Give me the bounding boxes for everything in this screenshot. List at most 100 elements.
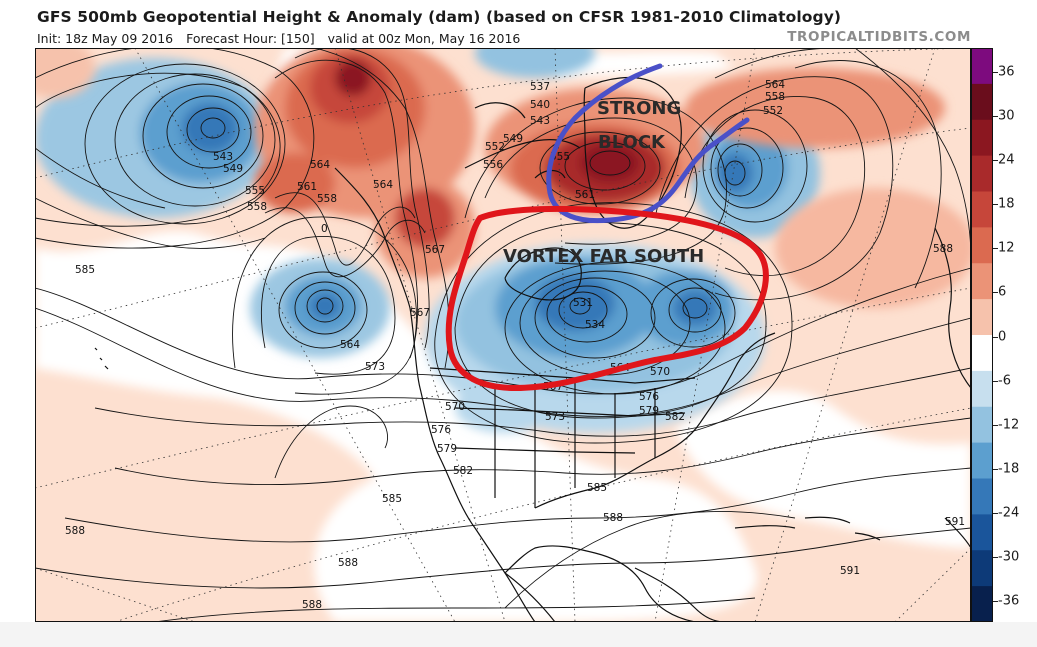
annotation-text: STRONG BLOCK VORTEX FAR SOUTH xyxy=(503,98,704,267)
colorbar-swatch xyxy=(971,263,993,300)
contour-label: 561 xyxy=(297,181,317,193)
contour-label: 552 xyxy=(763,105,783,117)
contour-label: 585 xyxy=(382,493,402,505)
map-panel: 537 540 543 543 549 549 552 552 555 555 … xyxy=(35,48,971,622)
colorbar-tick-label: -12 xyxy=(998,417,1020,433)
contour-label: 570 xyxy=(650,366,670,378)
contour-label: 585 xyxy=(75,264,95,276)
colorbar-tick-label: -6 xyxy=(998,373,1011,389)
vortex-label: VORTEX FAR SOUTH xyxy=(503,246,704,267)
contour-label: 573 xyxy=(365,361,385,373)
colorbar-tick xyxy=(993,72,998,73)
neutral-anomaly-areas xyxy=(35,48,971,622)
chart-subtitle: Init: 18z May 09 2016 Forecast Hour: [15… xyxy=(37,31,529,46)
valid-time: valid at 00z Mon, May 16 2016 xyxy=(327,31,521,46)
contour-label: 534 xyxy=(585,319,605,331)
contour-label: 543 xyxy=(530,115,550,127)
block-label-line2: BLOCK xyxy=(598,132,666,153)
contour-label: 573 xyxy=(545,411,565,423)
contour-label: 564 xyxy=(765,79,785,91)
colorbar-tick xyxy=(993,292,998,294)
colorbar-swatch xyxy=(971,335,993,372)
contour-label: 582 xyxy=(665,411,685,423)
contour-label: 558 xyxy=(765,91,785,103)
contour-label: 561 xyxy=(575,189,595,201)
colorbar-tick xyxy=(993,160,998,162)
contour-label: 567 xyxy=(425,244,445,256)
colorbar-tick xyxy=(993,556,998,558)
contour-label: 549 xyxy=(503,133,523,145)
colorbar-tick-label: -24 xyxy=(998,505,1020,521)
colorbar-tick-label: 6 xyxy=(998,284,1007,300)
colorbar-tick-label: 0 xyxy=(998,329,1007,344)
contour-label: 570 xyxy=(445,401,465,413)
contour-label: 588 xyxy=(603,512,623,524)
contour-label: 558 xyxy=(317,193,337,205)
colorbar-swatch xyxy=(971,442,993,479)
colorbar-border xyxy=(971,48,993,622)
block-label-line1: STRONG xyxy=(597,98,681,119)
contour-label: 588 xyxy=(302,599,322,611)
colorbar-tick xyxy=(993,336,998,338)
contour-label: 576 xyxy=(431,424,451,436)
colorbar-swatch xyxy=(971,406,993,444)
colorbar-tick-label: 24 xyxy=(998,152,1015,168)
colorbar-tick-label: -36 xyxy=(998,593,1020,609)
contour-label: 0 xyxy=(321,223,328,235)
contour-label: 564 xyxy=(340,339,360,351)
contour-label: 579 xyxy=(437,443,457,455)
contour-label: 558 xyxy=(247,201,267,213)
vortex-outline xyxy=(445,205,769,391)
colorbar-tick xyxy=(993,380,998,382)
contour-label: 579 xyxy=(639,405,659,417)
footer-strip xyxy=(0,622,1037,647)
site-brand: TROPICALTIDBITS.COM xyxy=(787,29,971,45)
contour-label: 537 xyxy=(530,81,550,93)
contour-label: 555 xyxy=(245,185,265,197)
forecast-hour: Forecast Hour: [150] xyxy=(186,31,315,46)
block-outline xyxy=(546,63,750,224)
colorbar-swatch xyxy=(971,227,993,264)
contour-label: 549 xyxy=(223,163,243,175)
colorbar-swatch xyxy=(971,155,993,192)
contour-label: 564 xyxy=(373,179,393,191)
contour-label: 564 xyxy=(310,159,330,171)
colorbar-swatch xyxy=(971,550,993,587)
colorbar-swatch xyxy=(971,299,993,336)
contour-label: 556 xyxy=(483,159,503,171)
graticule-lines xyxy=(35,48,971,622)
colorbar-swatch xyxy=(971,48,993,85)
init-time: Init: 18z May 09 2016 xyxy=(37,31,174,46)
colorbar-tick xyxy=(993,601,998,602)
colorbar-tick-label: 36 xyxy=(998,64,1015,80)
colorbar-swatch xyxy=(971,514,993,551)
colorbar-tick-label: -30 xyxy=(998,549,1020,565)
map-border xyxy=(35,48,971,622)
contour-label: 588 xyxy=(933,243,953,255)
colorbar-tick xyxy=(993,116,998,118)
colorbar-tick xyxy=(993,468,998,470)
colorbar-tick xyxy=(993,512,998,514)
contour-label: 531 xyxy=(573,297,593,309)
contour-label: 588 xyxy=(65,525,85,537)
contour-label: 576 xyxy=(639,391,659,403)
colorbar-swatch xyxy=(971,478,993,515)
contour-label: 585 xyxy=(587,482,607,494)
colorbar-tick-label: -18 xyxy=(998,461,1020,477)
contour-label: 591 xyxy=(945,516,965,528)
contour-label: 567 xyxy=(410,307,430,319)
contour-label: 543 xyxy=(213,151,233,163)
contour-label: 540 xyxy=(530,99,550,111)
anomaly-map: 537 540 543 543 549 549 552 552 555 555 … xyxy=(35,48,971,622)
colorbar-tick xyxy=(993,424,998,426)
colorbar-swatch xyxy=(971,370,993,408)
colorbar-swatch xyxy=(971,83,993,121)
coastlines xyxy=(94,77,971,622)
contour-label: 588 xyxy=(338,557,358,569)
colorbar-ticks: 36 30 24 18 12 6 0 -6 -12 -18 -24 -30 -36 xyxy=(993,48,1033,622)
chart-title: GFS 500mb Geopotential Height & Anomaly … xyxy=(37,8,842,26)
contour-label: 552 xyxy=(485,141,505,153)
colorbar-swatch xyxy=(971,119,993,157)
contour-label: 582 xyxy=(453,465,473,477)
